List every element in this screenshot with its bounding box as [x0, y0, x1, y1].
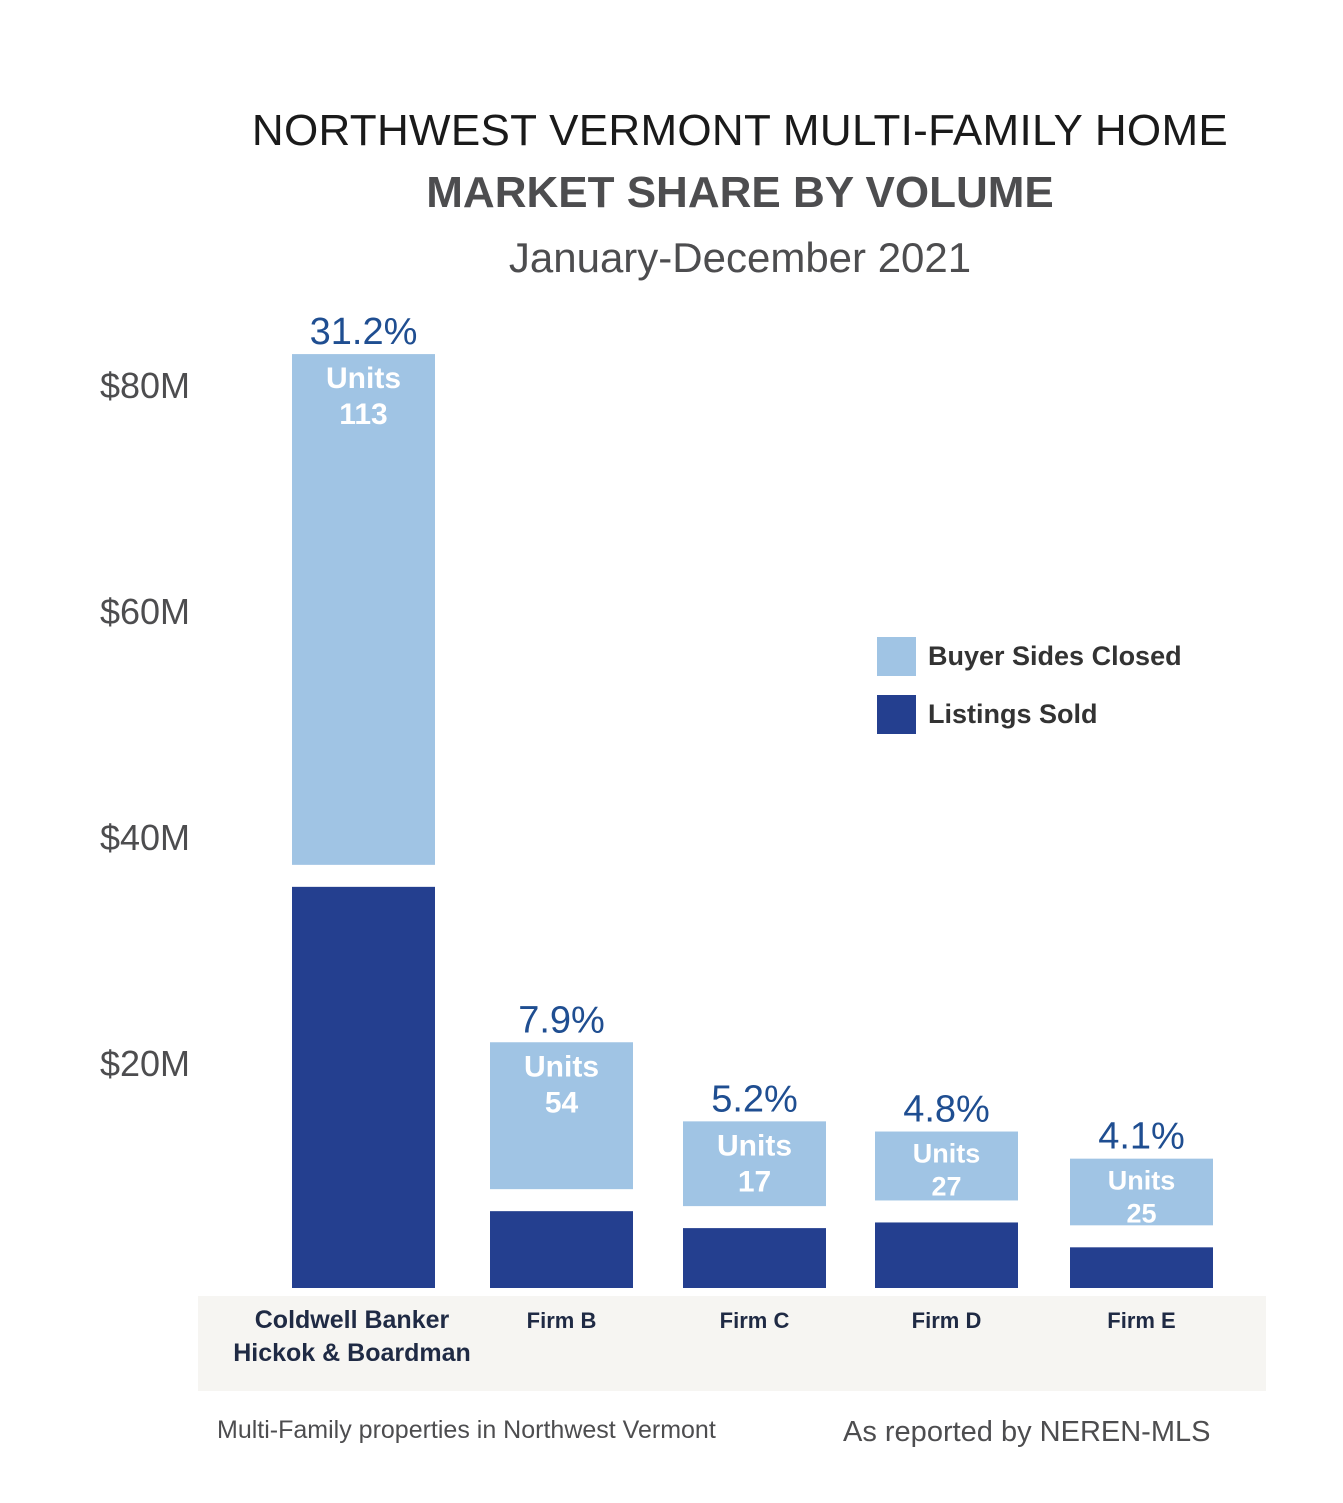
legend-label: Buyer Sides Closed	[928, 641, 1182, 671]
bar-buyer-sides	[490, 1042, 633, 1190]
units-label: Units	[913, 1139, 981, 1169]
bar-listings-sold	[292, 886, 435, 1288]
units-value: 17	[738, 1165, 771, 1198]
units-value: 27	[931, 1172, 961, 1202]
share-label: 7.9%	[518, 999, 605, 1041]
bar-buyer-sides	[875, 1131, 1018, 1201]
category-label: Firm C	[720, 1308, 790, 1333]
units-label: Units	[1108, 1166, 1176, 1196]
units-label: Units	[717, 1129, 792, 1162]
units-label: Units	[326, 362, 401, 395]
bar-listings-sold	[1070, 1247, 1213, 1288]
chart-title: NORTHWEST VERMONT MULTI-FAMILY HOME	[251, 106, 1229, 155]
y-tick-label: $20M	[100, 1043, 190, 1084]
bar-buyer-sides	[683, 1121, 826, 1207]
legend-swatch	[877, 637, 916, 676]
category-label: Firm E	[1107, 1308, 1175, 1333]
bar-listings-sold	[490, 1211, 633, 1288]
bar-listings-sold	[875, 1222, 1018, 1288]
category-label: Firm B	[527, 1308, 597, 1333]
units-value: 113	[339, 398, 387, 431]
share-label: 5.2%	[711, 1078, 798, 1120]
y-tick-label: $60M	[100, 591, 190, 632]
bar-listings-sold	[683, 1228, 826, 1288]
legend-swatch	[877, 695, 916, 734]
footer-source: As reported by NEREN-MLS	[843, 1416, 1211, 1448]
y-tick-label: $40M	[100, 817, 190, 858]
chart-subtitle: MARKET SHARE BY VOLUME	[426, 168, 1054, 217]
chart-period: January-December 2021	[508, 234, 972, 281]
legend-label: Listings Sold	[928, 699, 1098, 729]
footer-note: Multi-Family properties in Northwest Ver…	[217, 1416, 716, 1444]
category-label: Firm D	[912, 1308, 982, 1333]
share-label: 31.2%	[310, 311, 418, 353]
units-value: 54	[545, 1086, 579, 1119]
bar-buyer-sides	[292, 354, 435, 865]
units-value: 25	[1126, 1199, 1156, 1229]
share-label: 4.8%	[903, 1089, 990, 1131]
category-band	[198, 1296, 1266, 1391]
units-label: Units	[524, 1050, 599, 1083]
category-label: Hickok & Boardman	[233, 1339, 471, 1367]
share-label: 4.1%	[1098, 1116, 1185, 1158]
bar-buyer-sides	[1070, 1158, 1213, 1226]
category-label: Coldwell Banker	[255, 1306, 450, 1334]
y-tick-label: $80M	[100, 365, 190, 406]
